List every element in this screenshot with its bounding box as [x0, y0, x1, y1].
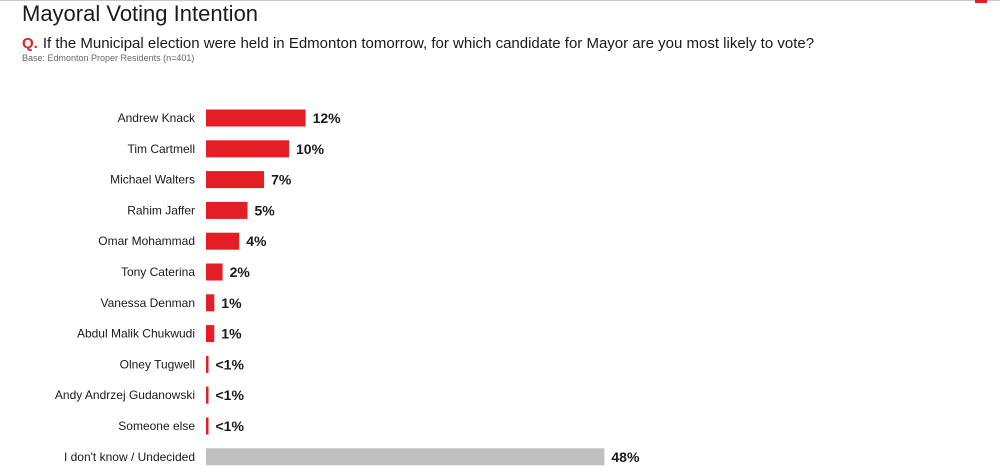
bar	[206, 417, 209, 435]
top-border	[0, 0, 1000, 1]
category-label: Andy Andrzej Gudanowski	[55, 388, 195, 402]
survey-question: Q. If the Municipal election were held in…	[22, 35, 814, 52]
value-label: 12%	[313, 110, 342, 126]
value-label: 48%	[611, 449, 640, 465]
category-label: Tim Cartmell	[127, 142, 195, 156]
value-label: <1%	[215, 418, 244, 434]
bar	[206, 201, 248, 219]
category-label: Vanessa Denman	[101, 296, 196, 310]
question-text: If the Municipal election were held in E…	[42, 35, 815, 52]
value-label: <1%	[215, 356, 244, 372]
bar	[206, 232, 240, 250]
corner-accent-mark	[975, 0, 987, 3]
category-label: Rahim Jaffer	[127, 203, 195, 217]
category-label: Michael Walters	[110, 173, 195, 187]
bar	[206, 325, 215, 343]
value-label: 2%	[230, 264, 251, 280]
category-label: I don't know / Undecided	[64, 450, 195, 464]
bar	[206, 386, 209, 404]
category-label: Omar Mohammad	[98, 234, 195, 248]
bar	[206, 263, 223, 281]
bar	[206, 355, 209, 373]
base-note: Base: Edmonton Proper Residents (n=401)	[22, 53, 195, 63]
bar	[206, 171, 265, 189]
value-label: 10%	[296, 141, 325, 157]
page-title: Mayoral Voting Intention	[22, 1, 259, 26]
category-label: Abdul Malik Chukwudi	[77, 327, 195, 341]
value-label: 4%	[246, 233, 267, 249]
category-label: Tony Caterina	[121, 265, 195, 279]
bar	[206, 294, 215, 312]
value-label: 1%	[221, 295, 242, 311]
value-label: 5%	[255, 202, 276, 218]
category-label: Andrew Knack	[118, 111, 196, 125]
bar	[206, 448, 605, 466]
bar	[206, 109, 306, 127]
question-prefix: Q.	[22, 35, 38, 52]
category-label: Olney Tugwell	[120, 357, 195, 371]
value-label: <1%	[215, 387, 244, 403]
category-label: Someone else	[118, 419, 195, 433]
value-label: 7%	[271, 172, 292, 188]
value-label: 1%	[221, 326, 242, 342]
bar	[206, 140, 289, 158]
